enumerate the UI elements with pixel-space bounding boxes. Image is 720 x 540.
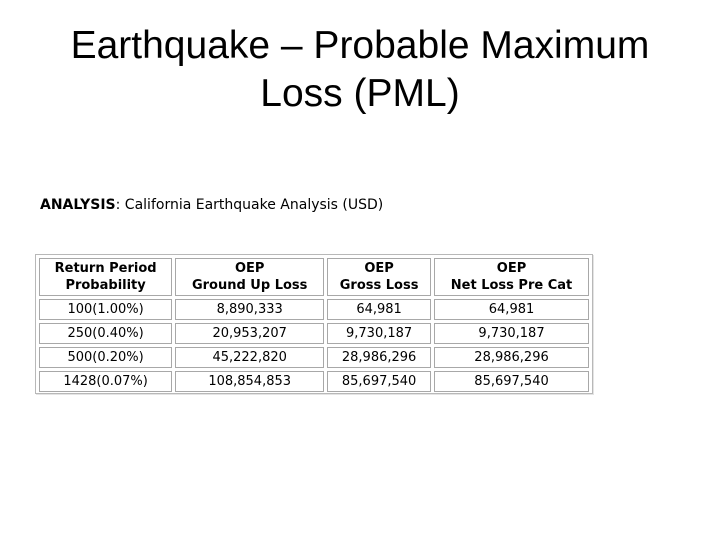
cell-ground-up-loss: 20,953,207 xyxy=(175,323,325,344)
analysis-description: California Earthquake Analysis (USD) xyxy=(120,197,384,213)
header-line: Gross Loss xyxy=(339,278,419,293)
slide-title-line-1: Earthquake – Probable Maximum xyxy=(70,24,650,67)
header-oep-ground-up-loss: OEP Ground Up Loss xyxy=(175,258,325,296)
header-line: OEP xyxy=(234,261,265,276)
slide-title: Earthquake – Probable Maximum Loss (PML) xyxy=(0,22,720,118)
analysis-heading: ANALYSIS: California Earthquake Analysis… xyxy=(40,195,383,215)
cell-net-loss-pre-cat: 64,981 xyxy=(434,299,589,320)
table-row: 250(0.40%) 20,953,207 9,730,187 9,730,18… xyxy=(39,323,589,344)
header-return-period: Return Period Probability xyxy=(39,258,173,296)
analysis-separator: : xyxy=(115,197,121,213)
cell-gross-loss: 85,697,540 xyxy=(327,371,432,392)
slide-title-line-2: Loss (PML) xyxy=(260,72,460,115)
cell-ground-up-loss: 45,222,820 xyxy=(175,347,325,368)
cell-net-loss-pre-cat: 9,730,187 xyxy=(434,323,589,344)
cell-gross-loss: 9,730,187 xyxy=(327,323,432,344)
header-line: OEP xyxy=(364,261,394,276)
table-row: 1428(0.07%) 108,854,853 85,697,540 85,69… xyxy=(39,371,589,392)
header-oep-net-loss-pre-cat: OEP Net Loss Pre Cat xyxy=(434,258,589,296)
header-line: Net Loss Pre Cat xyxy=(450,278,573,293)
header-line: Probability xyxy=(65,278,146,293)
cell-return-period: 500(0.20%) xyxy=(39,347,173,368)
analysis-label: ANALYSIS xyxy=(40,197,116,213)
header-line: Ground Up Loss xyxy=(191,278,308,293)
cell-ground-up-loss: 8,890,333 xyxy=(175,299,325,320)
cell-return-period: 1428(0.07%) xyxy=(39,371,173,392)
cell-return-period: 100(1.00%) xyxy=(39,299,173,320)
table-header-row: Return Period Probability OEP Ground Up … xyxy=(39,258,589,296)
header-oep-gross-loss: OEP Gross Loss xyxy=(327,258,432,296)
cell-gross-loss: 64,981 xyxy=(327,299,432,320)
table-row: 100(1.00%) 8,890,333 64,981 64,981 xyxy=(39,299,589,320)
cell-gross-loss: 28,986,296 xyxy=(327,347,432,368)
header-line: OEP xyxy=(496,261,527,276)
pml-table: Return Period Probability OEP Ground Up … xyxy=(36,255,592,395)
cell-return-period: 250(0.40%) xyxy=(39,323,173,344)
cell-net-loss-pre-cat: 85,697,540 xyxy=(434,371,589,392)
pml-table-container: Return Period Probability OEP Ground Up … xyxy=(35,254,593,394)
cell-net-loss-pre-cat: 28,986,296 xyxy=(434,347,589,368)
header-line: Return Period xyxy=(54,261,157,276)
table-row: 500(0.20%) 45,222,820 28,986,296 28,986,… xyxy=(39,347,589,368)
cell-ground-up-loss: 108,854,853 xyxy=(175,371,325,392)
